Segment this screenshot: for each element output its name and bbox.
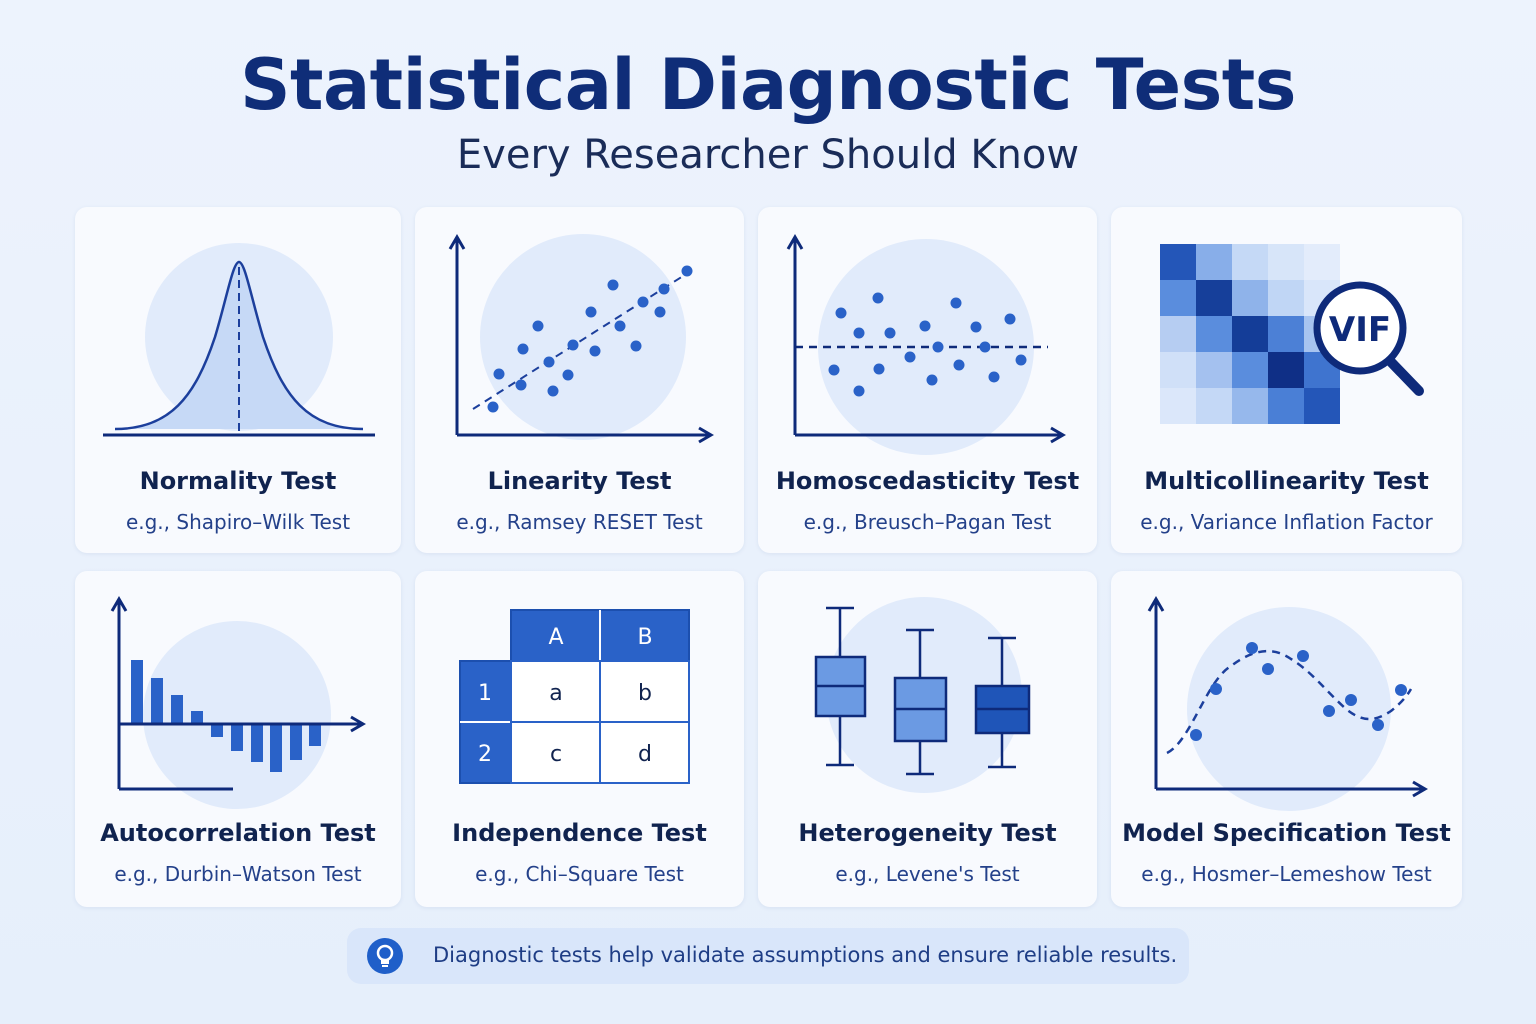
correlation-heatmap-icon: VIF	[1160, 244, 1424, 424]
card-title: Heterogeneity Test	[798, 819, 1057, 847]
card-normality-test: Normality Test e.g., Shapiro–Wilk Test	[75, 207, 401, 553]
card-title: Linearity Test	[487, 467, 672, 495]
card-title: Multicollinearity Test	[1144, 467, 1429, 495]
card-title: Independence Test	[452, 819, 707, 847]
table-row-header: 1	[478, 681, 492, 706]
scatter-trend-icon	[448, 234, 714, 444]
card-title: Homoscedasticity Test	[775, 467, 1080, 495]
table-cell: c	[550, 742, 562, 767]
residual-scatter-icon	[786, 234, 1066, 455]
table-row-header: 2	[478, 742, 492, 767]
card-homoscedasticity-test: Homoscedasticity Test e.g., Breusch–Paga…	[758, 207, 1097, 553]
table-cell: b	[638, 681, 652, 706]
card-model-specification-test: Model Specification Test e.g., Hosmer–Le…	[1111, 571, 1462, 907]
footer-note: Diagnostic tests help validate assumptio…	[347, 928, 1189, 984]
card-example: e.g., Hosmer–Lemeshow Test	[1141, 862, 1432, 886]
page-title: Statistical Diagnostic Tests	[240, 44, 1296, 126]
card-example: e.g., Levene's Test	[835, 862, 1020, 886]
card-example: e.g., Chi–Square Test	[475, 862, 684, 886]
autocorrelation-bars-icon	[110, 596, 366, 809]
normal-distribution-icon	[103, 243, 375, 437]
table-cell: d	[638, 742, 652, 767]
card-title: Normality Test	[139, 467, 337, 495]
card-multicollinearity-test: VIF Multicollinearity Test e.g., Varianc…	[1111, 207, 1462, 553]
magnifier-icon	[1386, 357, 1424, 396]
card-title: Model Specification Test	[1122, 819, 1451, 847]
card-example: e.g., Ramsey RESET Test	[456, 510, 703, 534]
page-subtitle: Every Researcher Should Know	[456, 132, 1080, 178]
card-heterogeneity-test: Heterogeneity Test e.g., Levene's Test	[758, 571, 1097, 907]
card-independence-test: A B 1 2 a b c d Independence Test e.g., …	[415, 571, 744, 907]
card-linearity-test: Linearity Test e.g., Ramsey RESET Test	[415, 207, 744, 553]
card-autocorrelation-test: Autocorrelation Test e.g., Durbin–Watson…	[75, 571, 401, 907]
contingency-table-icon: A B 1 2 a b c d	[459, 609, 690, 784]
table-col-header: B	[637, 625, 652, 650]
card-example: e.g., Shapiro–Wilk Test	[125, 510, 351, 534]
footer-note-text: Diagnostic tests help validate assumptio…	[433, 943, 1178, 967]
vif-label: VIF	[1329, 310, 1391, 350]
lightbulb-icon	[367, 938, 403, 974]
curve-fit-icon	[1147, 596, 1428, 811]
card-example: e.g., Breusch–Pagan Test	[803, 510, 1052, 534]
card-example: e.g., Durbin–Watson Test	[114, 862, 362, 886]
box-plot-icon	[814, 597, 1031, 793]
table-cell: a	[549, 681, 562, 706]
card-example: e.g., Variance Inflation Factor	[1140, 510, 1433, 534]
card-title: Autocorrelation Test	[100, 819, 376, 847]
table-col-header: A	[548, 625, 563, 650]
